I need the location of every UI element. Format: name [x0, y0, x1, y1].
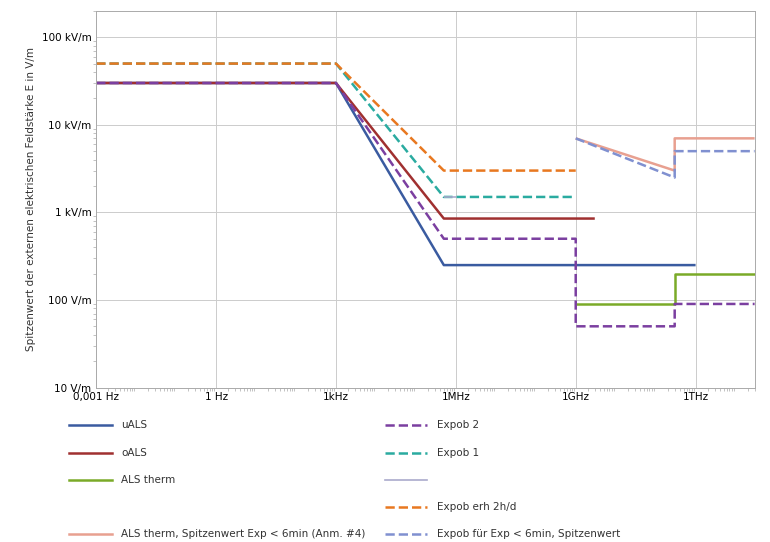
Text: ALS therm: ALS therm: [121, 475, 175, 485]
Text: Expob 2: Expob 2: [437, 421, 479, 430]
Text: uALS: uALS: [121, 421, 147, 430]
Text: Expob erh 2h/d: Expob erh 2h/d: [437, 502, 516, 512]
Text: Expob 1: Expob 1: [437, 448, 479, 457]
Text: Expob für Exp < 6min, Spitzenwert: Expob für Exp < 6min, Spitzenwert: [437, 529, 620, 539]
Text: oALS: oALS: [121, 448, 147, 457]
Text: ALS therm, Spitzenwert Exp < 6min (Anm. #4): ALS therm, Spitzenwert Exp < 6min (Anm. …: [121, 529, 365, 539]
Y-axis label: Spitzenwert der externen elektrischen Feldstärke E in V/m: Spitzenwert der externen elektrischen Fe…: [26, 47, 36, 351]
